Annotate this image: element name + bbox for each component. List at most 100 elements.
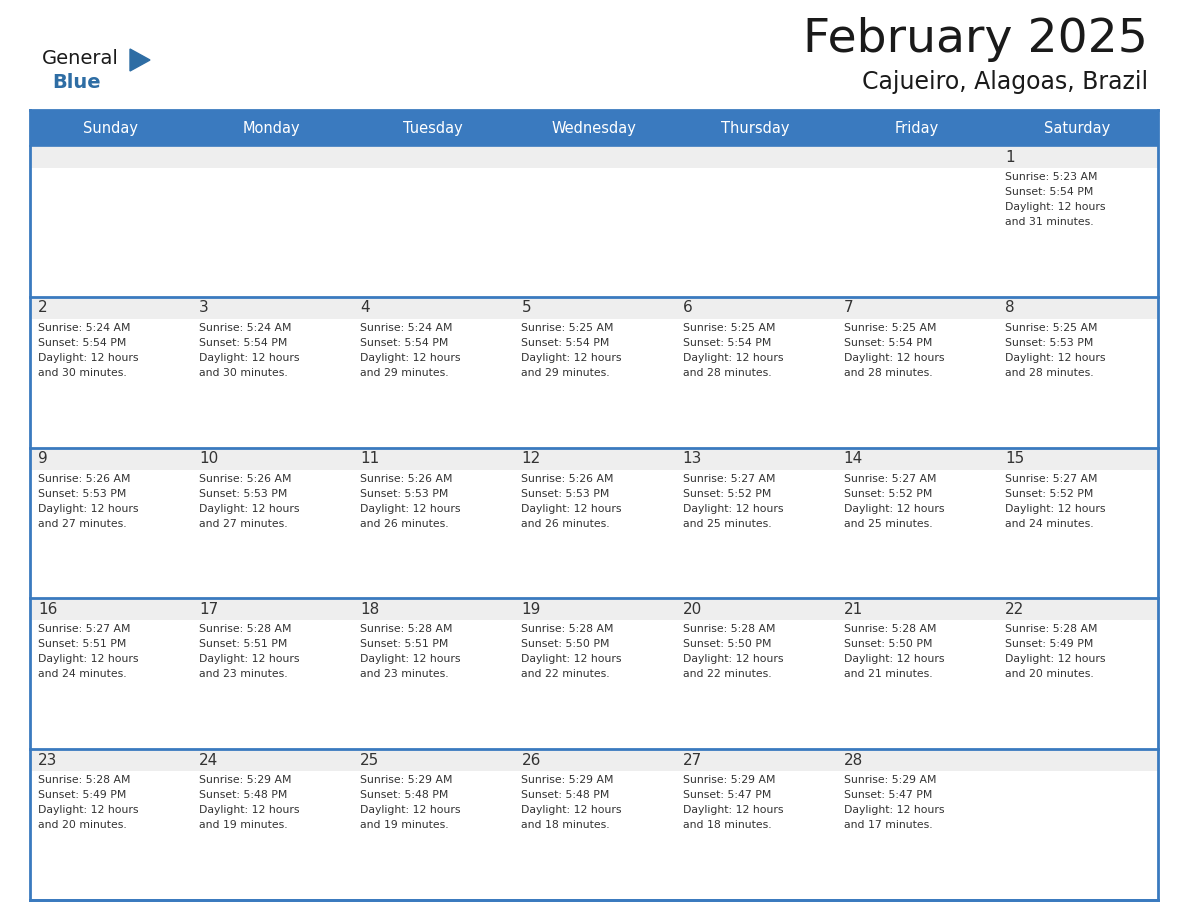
Text: Sunrise: 5:27 AM: Sunrise: 5:27 AM bbox=[683, 474, 775, 484]
Text: Daylight: 12 hours: Daylight: 12 hours bbox=[360, 805, 461, 815]
Text: Sunrise: 5:25 AM: Sunrise: 5:25 AM bbox=[1005, 323, 1098, 333]
Text: Sunrise: 5:27 AM: Sunrise: 5:27 AM bbox=[38, 624, 131, 634]
Text: Daylight: 12 hours: Daylight: 12 hours bbox=[200, 805, 299, 815]
Text: Daylight: 12 hours: Daylight: 12 hours bbox=[200, 655, 299, 665]
Text: 12: 12 bbox=[522, 451, 541, 466]
Text: 6: 6 bbox=[683, 300, 693, 315]
Text: 22: 22 bbox=[1005, 602, 1024, 617]
Text: and 19 minutes.: and 19 minutes. bbox=[200, 820, 287, 830]
Text: Daylight: 12 hours: Daylight: 12 hours bbox=[683, 805, 783, 815]
Text: and 31 minutes.: and 31 minutes. bbox=[1005, 217, 1093, 227]
Text: Friday: Friday bbox=[895, 120, 939, 136]
Text: Sunset: 5:51 PM: Sunset: 5:51 PM bbox=[200, 640, 287, 649]
Text: Daylight: 12 hours: Daylight: 12 hours bbox=[38, 353, 139, 363]
Text: and 24 minutes.: and 24 minutes. bbox=[38, 669, 127, 679]
Text: and 30 minutes.: and 30 minutes. bbox=[38, 368, 127, 378]
Text: Sunrise: 5:24 AM: Sunrise: 5:24 AM bbox=[200, 323, 291, 333]
Text: February 2025: February 2025 bbox=[803, 17, 1148, 62]
Text: 16: 16 bbox=[38, 602, 57, 617]
Bar bbox=[30, 448, 1158, 599]
Text: Sunrise: 5:28 AM: Sunrise: 5:28 AM bbox=[360, 624, 453, 634]
Text: 24: 24 bbox=[200, 753, 219, 767]
Text: 9: 9 bbox=[38, 451, 48, 466]
Text: 20: 20 bbox=[683, 602, 702, 617]
Text: 2: 2 bbox=[38, 300, 48, 315]
Bar bbox=[30, 599, 1158, 749]
Text: Sunset: 5:53 PM: Sunset: 5:53 PM bbox=[1005, 338, 1093, 348]
Text: Sunset: 5:53 PM: Sunset: 5:53 PM bbox=[522, 488, 609, 498]
Text: Sunday: Sunday bbox=[83, 120, 138, 136]
Text: Sunset: 5:48 PM: Sunset: 5:48 PM bbox=[522, 790, 609, 800]
Text: 26: 26 bbox=[522, 753, 541, 767]
Text: 21: 21 bbox=[843, 602, 862, 617]
Text: Sunset: 5:48 PM: Sunset: 5:48 PM bbox=[360, 790, 449, 800]
Text: Daylight: 12 hours: Daylight: 12 hours bbox=[38, 504, 139, 513]
Text: and 22 minutes.: and 22 minutes. bbox=[683, 669, 771, 679]
Text: Sunrise: 5:28 AM: Sunrise: 5:28 AM bbox=[38, 775, 131, 785]
Bar bbox=[30, 749, 1158, 771]
Text: Sunset: 5:54 PM: Sunset: 5:54 PM bbox=[200, 338, 287, 348]
Text: Daylight: 12 hours: Daylight: 12 hours bbox=[360, 353, 461, 363]
Text: Sunset: 5:51 PM: Sunset: 5:51 PM bbox=[38, 640, 126, 649]
Text: Daylight: 12 hours: Daylight: 12 hours bbox=[522, 805, 623, 815]
Text: 3: 3 bbox=[200, 300, 209, 315]
Text: and 19 minutes.: and 19 minutes. bbox=[360, 820, 449, 830]
Text: Sunset: 5:47 PM: Sunset: 5:47 PM bbox=[843, 790, 933, 800]
Text: Daylight: 12 hours: Daylight: 12 hours bbox=[843, 805, 944, 815]
Text: Sunset: 5:54 PM: Sunset: 5:54 PM bbox=[522, 338, 609, 348]
Text: and 25 minutes.: and 25 minutes. bbox=[843, 519, 933, 529]
Text: Daylight: 12 hours: Daylight: 12 hours bbox=[522, 655, 623, 665]
Text: Sunrise: 5:26 AM: Sunrise: 5:26 AM bbox=[522, 474, 614, 484]
Text: Sunrise: 5:24 AM: Sunrise: 5:24 AM bbox=[38, 323, 131, 333]
Text: Daylight: 12 hours: Daylight: 12 hours bbox=[1005, 353, 1105, 363]
Text: Tuesday: Tuesday bbox=[403, 120, 463, 136]
Polygon shape bbox=[129, 49, 150, 71]
Text: Daylight: 12 hours: Daylight: 12 hours bbox=[843, 353, 944, 363]
Text: Sunset: 5:54 PM: Sunset: 5:54 PM bbox=[38, 338, 126, 348]
Text: Daylight: 12 hours: Daylight: 12 hours bbox=[200, 504, 299, 513]
Text: 18: 18 bbox=[360, 602, 379, 617]
Text: 27: 27 bbox=[683, 753, 702, 767]
Text: Sunrise: 5:25 AM: Sunrise: 5:25 AM bbox=[522, 323, 614, 333]
Text: Sunrise: 5:27 AM: Sunrise: 5:27 AM bbox=[1005, 474, 1098, 484]
Text: and 23 minutes.: and 23 minutes. bbox=[200, 669, 287, 679]
Text: Daylight: 12 hours: Daylight: 12 hours bbox=[38, 655, 139, 665]
Text: Thursday: Thursday bbox=[721, 120, 789, 136]
Text: Daylight: 12 hours: Daylight: 12 hours bbox=[1005, 504, 1105, 513]
Bar bbox=[30, 297, 1158, 448]
Text: Daylight: 12 hours: Daylight: 12 hours bbox=[1005, 202, 1105, 212]
Text: Sunset: 5:52 PM: Sunset: 5:52 PM bbox=[843, 488, 933, 498]
Text: 23: 23 bbox=[38, 753, 57, 767]
Text: and 28 minutes.: and 28 minutes. bbox=[1005, 368, 1093, 378]
Text: and 24 minutes.: and 24 minutes. bbox=[1005, 519, 1093, 529]
Text: and 25 minutes.: and 25 minutes. bbox=[683, 519, 771, 529]
Bar bbox=[30, 146, 1158, 297]
Text: Sunset: 5:49 PM: Sunset: 5:49 PM bbox=[38, 790, 126, 800]
Text: Sunrise: 5:29 AM: Sunrise: 5:29 AM bbox=[843, 775, 936, 785]
Text: Daylight: 12 hours: Daylight: 12 hours bbox=[683, 504, 783, 513]
Text: 15: 15 bbox=[1005, 451, 1024, 466]
Bar bbox=[30, 110, 1158, 146]
Text: Daylight: 12 hours: Daylight: 12 hours bbox=[522, 353, 623, 363]
Text: Sunset: 5:50 PM: Sunset: 5:50 PM bbox=[843, 640, 933, 649]
Text: Sunset: 5:50 PM: Sunset: 5:50 PM bbox=[683, 640, 771, 649]
Text: and 17 minutes.: and 17 minutes. bbox=[843, 820, 933, 830]
Text: and 22 minutes.: and 22 minutes. bbox=[522, 669, 611, 679]
Text: Sunset: 5:53 PM: Sunset: 5:53 PM bbox=[200, 488, 287, 498]
Text: and 23 minutes.: and 23 minutes. bbox=[360, 669, 449, 679]
Text: Sunset: 5:54 PM: Sunset: 5:54 PM bbox=[360, 338, 449, 348]
Text: Sunrise: 5:25 AM: Sunrise: 5:25 AM bbox=[683, 323, 775, 333]
Text: Sunset: 5:54 PM: Sunset: 5:54 PM bbox=[843, 338, 933, 348]
Text: Sunrise: 5:26 AM: Sunrise: 5:26 AM bbox=[38, 474, 131, 484]
Text: Sunset: 5:52 PM: Sunset: 5:52 PM bbox=[683, 488, 771, 498]
Bar bbox=[30, 448, 1158, 470]
Text: and 29 minutes.: and 29 minutes. bbox=[360, 368, 449, 378]
Text: and 26 minutes.: and 26 minutes. bbox=[360, 519, 449, 529]
Bar bbox=[30, 749, 1158, 900]
Text: Daylight: 12 hours: Daylight: 12 hours bbox=[38, 805, 139, 815]
Text: Sunset: 5:49 PM: Sunset: 5:49 PM bbox=[1005, 640, 1093, 649]
Text: Sunrise: 5:25 AM: Sunrise: 5:25 AM bbox=[843, 323, 936, 333]
Text: Sunset: 5:51 PM: Sunset: 5:51 PM bbox=[360, 640, 449, 649]
Text: Sunrise: 5:26 AM: Sunrise: 5:26 AM bbox=[360, 474, 453, 484]
Text: Daylight: 12 hours: Daylight: 12 hours bbox=[522, 504, 623, 513]
